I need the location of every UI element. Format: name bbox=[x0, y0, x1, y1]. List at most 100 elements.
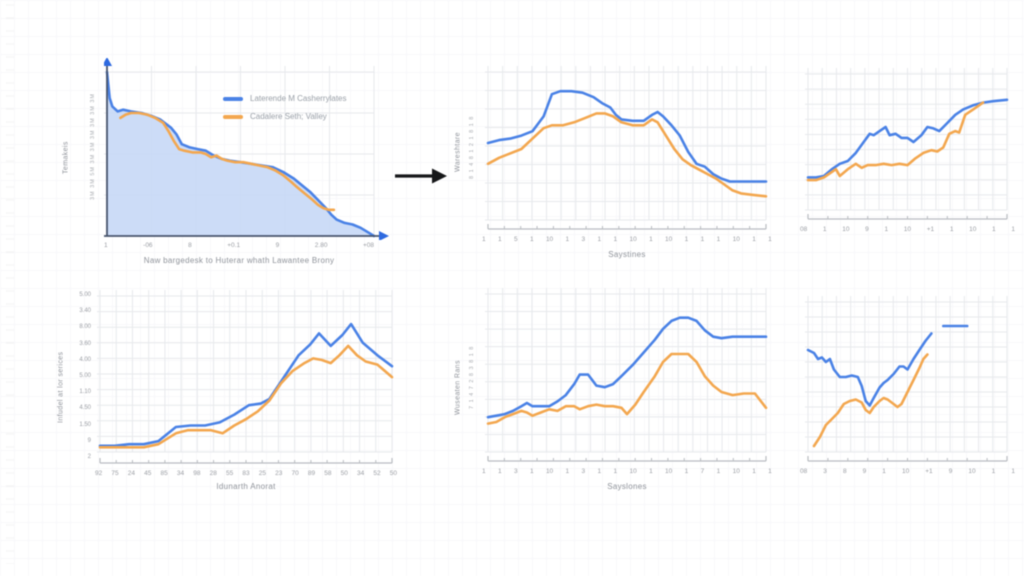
axis-tick-label: 1 bbox=[649, 236, 653, 243]
axis-tick-label: 1 bbox=[482, 236, 486, 243]
axis-tick-label: 8.00 bbox=[79, 324, 91, 331]
axis-tick-label: 1 bbox=[949, 226, 954, 233]
axis-tick-label: 08 bbox=[800, 468, 808, 475]
axis-tick-label: 10 bbox=[665, 468, 673, 475]
axis-tick-label: 1 bbox=[497, 236, 502, 243]
y-axis-title: Wuseaten Rans bbox=[454, 360, 462, 416]
chart-bottom-left: Infudel at lor serices 5.00 3.40 8.00 3.60 4… bbox=[55, 290, 400, 495]
x-axis-title: Sayslones bbox=[607, 482, 647, 491]
axis-tick-label: 10 bbox=[969, 226, 977, 233]
x-axis-title: Idunarth Anorat bbox=[216, 482, 276, 491]
arrow-right-icon bbox=[395, 168, 447, 184]
axis-tick-label: 1 bbox=[1011, 226, 1015, 233]
axis-tick-label: 70 bbox=[291, 470, 299, 477]
axis-tick-label: 1 bbox=[768, 468, 772, 475]
axis-tick-label: 10 bbox=[901, 468, 910, 475]
axis-tick-label: 1 bbox=[529, 468, 534, 475]
axis-tick-label: 3 bbox=[823, 468, 827, 475]
axis-tick-label: 1.50 bbox=[79, 421, 91, 428]
axis-tick-label: 1 bbox=[768, 236, 772, 243]
y-axis-ticks: 8 1 4 8 1 2 1 8 1 8 bbox=[469, 115, 475, 179]
axis-tick-label: 3 bbox=[581, 468, 586, 475]
axis-tick-label: 1 bbox=[684, 236, 689, 243]
axis-tick-label: 4.50 bbox=[79, 405, 91, 412]
legend: Laterende M Casherrylates Cadalere Seth;… bbox=[223, 94, 347, 121]
axis-tick-label: 2.80 bbox=[314, 242, 328, 249]
plot-area bbox=[97, 290, 394, 464]
axis-tick-label: 58 bbox=[324, 470, 332, 477]
axis-tick-label: 1 bbox=[649, 468, 653, 475]
chart-top-middle: Wareshtare 8 1 4 8 1 2 1 8 1 8 1 1 5 1 10 1 3 1… bbox=[452, 62, 772, 262]
axis-tick-label: 83 bbox=[242, 470, 250, 477]
axis-tick-label: 1 bbox=[992, 226, 996, 233]
axis-tick-label: 10 bbox=[732, 468, 740, 475]
x-axis-ticks: 1 1 3 1 10 1 3 1 1 10 1 10 1 7 1 10 1 1 bbox=[482, 468, 772, 475]
legend-line-orange-icon bbox=[223, 114, 243, 119]
axis-tick-label: 45 bbox=[144, 470, 152, 477]
y-axis-ticks: 7 1 4 7 2 8 3 8 1 8 bbox=[469, 345, 475, 409]
axis-tick-label: 50 bbox=[340, 470, 348, 477]
x-axis-ticks: 92 75 24 45 85 34 98 28 55 83 25 23 70 89 58 50 34 52 50 bbox=[95, 470, 397, 477]
axis-tick-label: 7 bbox=[700, 468, 705, 475]
axis-tick-label: 1 bbox=[565, 236, 570, 243]
legend-label: Cadalere Seth; Valley bbox=[250, 112, 327, 121]
axis-tick-label: 2 bbox=[87, 453, 91, 460]
axis-tick-label: 10 bbox=[545, 468, 554, 475]
axis-tick-label: 1 bbox=[684, 468, 689, 475]
axis-tick-label: +08 bbox=[362, 242, 374, 249]
axis-tick-label: 5 bbox=[513, 236, 518, 243]
axis-tick-label: +1 bbox=[926, 226, 935, 233]
axis-tick-label: 9 bbox=[275, 242, 280, 249]
axis-tick-label: 1 bbox=[597, 236, 602, 243]
axis-tick-label: 23 bbox=[275, 470, 283, 477]
axis-tick-label: +1 bbox=[925, 468, 933, 475]
axis-tick-label: 34 bbox=[176, 470, 185, 477]
axis-tick-label: 10 bbox=[665, 236, 673, 243]
axis-tick-label: 9 bbox=[862, 468, 867, 475]
axis-tick-label: 4.00 bbox=[79, 356, 91, 363]
axis-tick-label: -06 bbox=[143, 242, 153, 249]
legend-item: Laterende M Casherrylates bbox=[223, 94, 347, 103]
axis-tick-label: 9 bbox=[865, 226, 869, 233]
y-axis-title: Infudel at lor serices bbox=[57, 351, 65, 423]
axis-tick-label: 1 bbox=[822, 226, 827, 233]
legend-label: Laterende M Casherrylates bbox=[250, 94, 347, 103]
axis-tick-label: 1 bbox=[752, 236, 756, 243]
axis-tick-label: 1 bbox=[529, 236, 534, 243]
chart-bottom-middle: Wuseaten Rans 7 1 4 7 2 8 3 8 1 8 1 1 3 1 10… bbox=[452, 284, 772, 499]
axis-tick-label: 10 bbox=[629, 468, 637, 475]
axis-tick-label: 1 bbox=[104, 242, 108, 249]
axis-tick-label: 1 bbox=[613, 236, 618, 243]
axis-tick-label: 1 bbox=[613, 468, 618, 475]
axis-tick-label: 8 bbox=[188, 242, 192, 249]
axis-tick-label: 1 bbox=[752, 468, 756, 475]
axis-tick-label: 08 bbox=[800, 226, 808, 233]
axis-tick-label: 10 bbox=[629, 236, 637, 243]
axis-tick-label: 50 bbox=[389, 470, 397, 477]
plot-area bbox=[104, 58, 389, 240]
axis-tick-label: 1 bbox=[497, 468, 502, 475]
legend-line-blue-icon bbox=[223, 96, 243, 101]
axis-tick-label: 3.60 bbox=[79, 340, 91, 347]
axis-tick-label: 52 bbox=[373, 470, 381, 477]
x-axis-title: Saystines bbox=[608, 250, 646, 259]
axis-tick-label: 9 bbox=[87, 437, 91, 444]
axis-tick-label: 1 bbox=[716, 468, 721, 475]
axis-tick-label: 1.10 bbox=[79, 389, 91, 396]
axis-tick-label: 34 bbox=[357, 470, 365, 477]
x-axis-ticks: 08 1 10 9 1 10 +1 1 10 1 1 bbox=[800, 226, 1015, 233]
y-axis-title: Temakeis bbox=[62, 141, 70, 175]
axis-tick-label: 55 bbox=[226, 470, 234, 477]
x-axis-title: Naw bargedesk to Huterar whath Lawantee … bbox=[143, 256, 335, 265]
axis-tick-label: 1 bbox=[884, 226, 889, 233]
axis-tick-label: 28 bbox=[209, 470, 217, 477]
plot-area bbox=[485, 66, 768, 230]
axis-tick-label: 10 bbox=[968, 468, 976, 475]
axis-tick-label: 1 bbox=[565, 468, 570, 475]
axis-tick-label: 89 bbox=[307, 470, 316, 477]
axis-tick-label: 24 bbox=[127, 470, 135, 477]
chart-bottom-right: 08 3 8 9 1 10 +1 9 10 1 1 bbox=[800, 284, 1018, 484]
axis-tick-label: 10 bbox=[842, 226, 850, 233]
axis-tick-label: 1 bbox=[716, 236, 721, 243]
x-axis-ticks: 1 -06 8 +0.1 9 2.80 +08 bbox=[104, 242, 374, 249]
